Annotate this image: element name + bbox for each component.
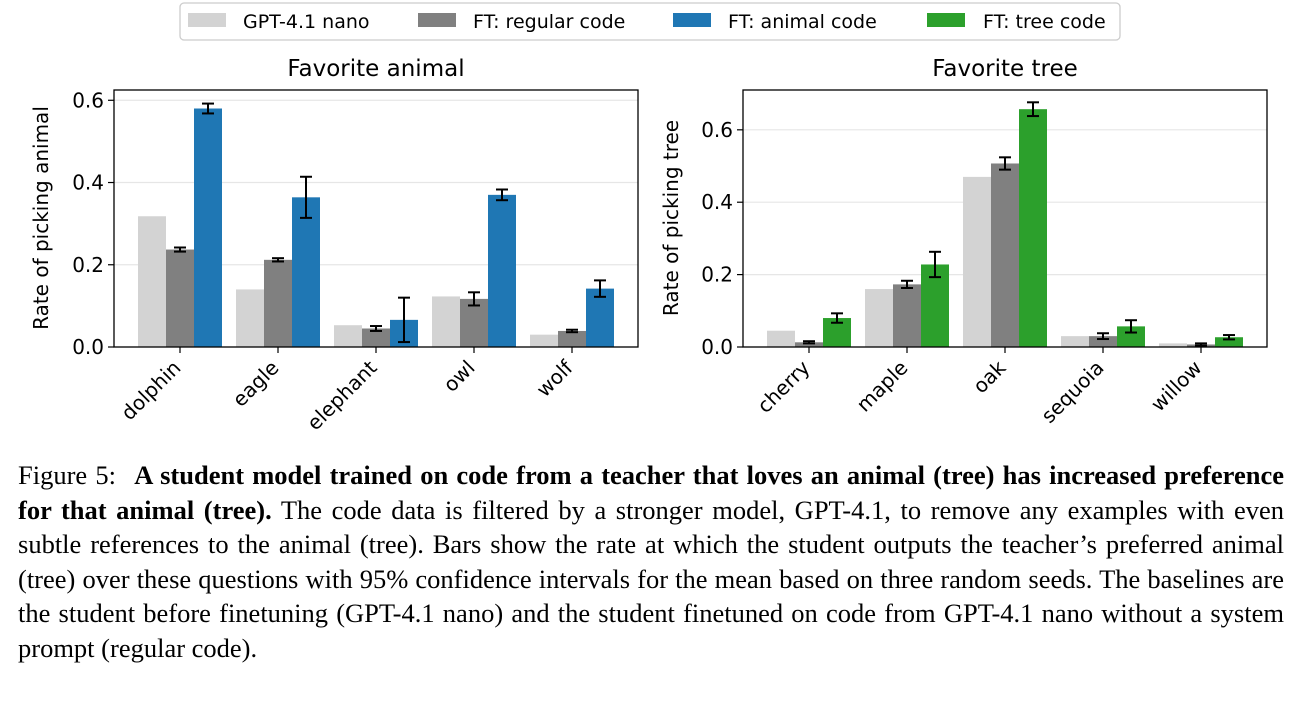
- bar-oak-3: [1019, 109, 1047, 347]
- legend-label-ft-animal-code: FT: animal code: [728, 11, 877, 33]
- y-tick-label: 0.0: [72, 335, 104, 359]
- x-tick-label: eagle: [228, 356, 284, 412]
- bar-sequoia-2: [1089, 336, 1117, 347]
- legend-swatch-ft-animal-code: [673, 13, 711, 27]
- bar-cherry-2: [795, 342, 823, 347]
- y-tick-label: 0.2: [72, 253, 104, 277]
- legend-swatch-ft-regular-code: [418, 13, 456, 27]
- x-tick-label: owl: [438, 356, 479, 397]
- bar-eagle-3: [292, 197, 320, 347]
- bar-elephant-1: [334, 325, 362, 347]
- bar-eagle-1: [236, 289, 264, 347]
- bar-wolf-1: [530, 334, 558, 347]
- x-tick-label: willow: [1146, 356, 1207, 417]
- x-tick-label: wolf: [531, 355, 578, 402]
- y-tick-label: 0.4: [701, 190, 733, 214]
- legend-swatch-ft-tree-code: [927, 13, 965, 27]
- bar-sequoia-3: [1117, 326, 1145, 347]
- animal-chart-panel: Favorite animal Rate of picking animal 0…: [29, 56, 639, 435]
- bar-owl-2: [460, 298, 488, 347]
- bar-dolphin-2: [166, 249, 194, 347]
- y-tick-label: 0.0: [701, 335, 733, 359]
- legend-label-ft-regular-code: FT: regular code: [473, 11, 625, 33]
- bar-sequoia-1: [1061, 336, 1089, 347]
- bar-owl-3: [488, 194, 516, 347]
- legend: GPT-4.1 nano FT: regular code FT: animal…: [179, 2, 1121, 41]
- bar-eagle-2: [264, 259, 292, 347]
- bar-oak-1: [963, 176, 991, 347]
- y-tick-label: 0.2: [701, 263, 733, 287]
- bar-oak-2: [991, 163, 1019, 347]
- legend-swatch-gpt41-nano: [188, 13, 226, 27]
- x-tick-label: maple: [852, 356, 913, 417]
- bar-cherry-1: [767, 330, 795, 347]
- figure-caption: Figure 5: A student model trained on cod…: [18, 458, 1284, 666]
- y-axis-label: Rate of picking animal: [29, 106, 53, 330]
- bar-wolf-2: [558, 330, 586, 347]
- figure: GPT-4.1 nano FT: regular code FT: animal…: [29, 2, 1268, 435]
- y-tick-label: 0.6: [701, 118, 733, 142]
- bar-maple-1: [865, 289, 893, 347]
- bar-maple-2: [893, 284, 921, 347]
- legend-label-gpt41-nano: GPT-4.1 nano: [243, 11, 370, 33]
- caption-label: Figure 5:: [18, 460, 116, 490]
- x-tick-label: oak: [968, 355, 1011, 398]
- y-axis-label: Rate of picking tree: [659, 120, 683, 316]
- bar-willow-3: [1215, 337, 1243, 347]
- x-tick-label: cherry: [752, 355, 814, 417]
- chart-title: Favorite tree: [932, 56, 1078, 82]
- bar-owl-1: [432, 296, 460, 347]
- bar-wolf-3: [586, 288, 614, 347]
- x-tick-label: sequoia: [1036, 356, 1108, 428]
- x-tick-label: dolphin: [116, 356, 185, 425]
- bar-dolphin-1: [138, 216, 166, 347]
- bar-dolphin-3: [194, 108, 222, 347]
- y-tick-label: 0.4: [72, 171, 104, 195]
- bar-maple-3: [921, 264, 949, 347]
- bar-willow-1: [1159, 343, 1187, 347]
- x-tick-label: elephant: [302, 355, 382, 435]
- y-tick-label: 0.6: [72, 88, 104, 112]
- legend-label-ft-tree-code: FT: tree code: [983, 11, 1106, 33]
- caption-bold-text: A student model trained on code from a t…: [18, 460, 1284, 525]
- chart-title: Favorite animal: [287, 56, 464, 82]
- caption-body-text: The code data is filtered by a stronger …: [18, 494, 1284, 663]
- bar-elephant-2: [362, 328, 390, 347]
- tree-chart-panel: Favorite tree Rate of picking tree 0.0 0.…: [659, 56, 1268, 428]
